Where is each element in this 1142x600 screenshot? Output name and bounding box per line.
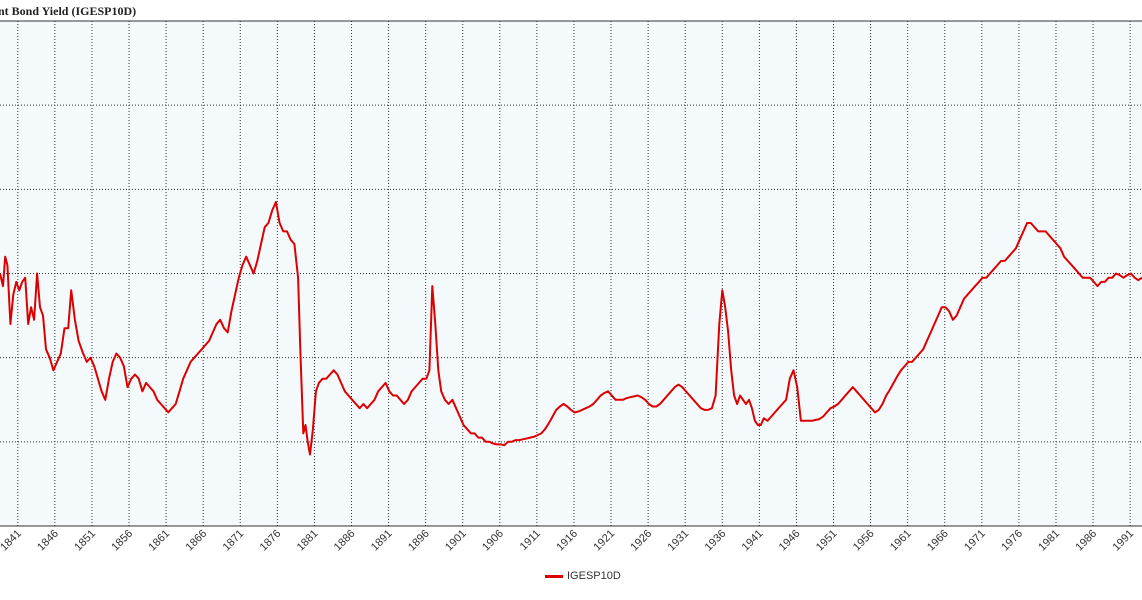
x-tick-label: 1891 [369,528,395,554]
x-tick-label: 1926 [628,528,654,554]
legend: IGESP10D [545,570,621,582]
x-tick-label: 1966 [925,528,951,554]
x-tick-label: 1906 [480,528,506,554]
x-tick-label: 1861 [146,528,172,554]
x-tick-label: 1936 [703,528,729,554]
x-tick-label: 1941 [740,528,766,554]
x-tick-label: 1881 [295,528,321,554]
x-tick-label: 1911 [518,528,543,553]
x-tick-label: 1841 [0,528,24,554]
x-tick-label: 1971 [962,528,988,554]
x-tick-label: 1961 [888,528,914,554]
series-line [0,201,1142,456]
x-tick-label: 1846 [35,528,61,554]
legend-label: IGESP10D [567,570,621,582]
x-tick-label: 1981 [1036,528,1062,554]
x-axis-ticks: 1841 1846 1851 1856 1861 1866 1871 1876 1881 1886… [0,528,1136,554]
legend-swatch [545,574,563,578]
x-tick-label: 1991 [1110,528,1136,554]
x-tick-label: 1876 [258,528,284,554]
x-tick-label: 1951 [814,528,840,554]
x-tick-label: 1986 [1073,528,1099,554]
x-tick-label: 1946 [777,528,803,554]
x-tick-label: 1886 [332,528,358,554]
series-group [0,201,1142,456]
x-tick-label: 1871 [221,528,247,554]
x-tick-label: 1896 [406,528,432,554]
x-tick-label: 1851 [72,528,98,554]
x-tick-label: 1916 [554,528,580,554]
horizontal-gridlines [0,104,1142,443]
x-tick-label: 1976 [999,528,1025,554]
chart-title: nt Bond Yield (IGESP10D) [0,4,137,18]
x-tick-label: 1866 [184,528,210,554]
x-tick-label: 1956 [851,528,877,554]
x-tick-label: 1921 [591,528,617,554]
x-tick-label: 1901 [443,528,469,554]
vertical-gridlines [17,21,1131,526]
x-tick-label: 1931 [666,528,692,554]
x-tick-label: 1856 [109,528,135,554]
